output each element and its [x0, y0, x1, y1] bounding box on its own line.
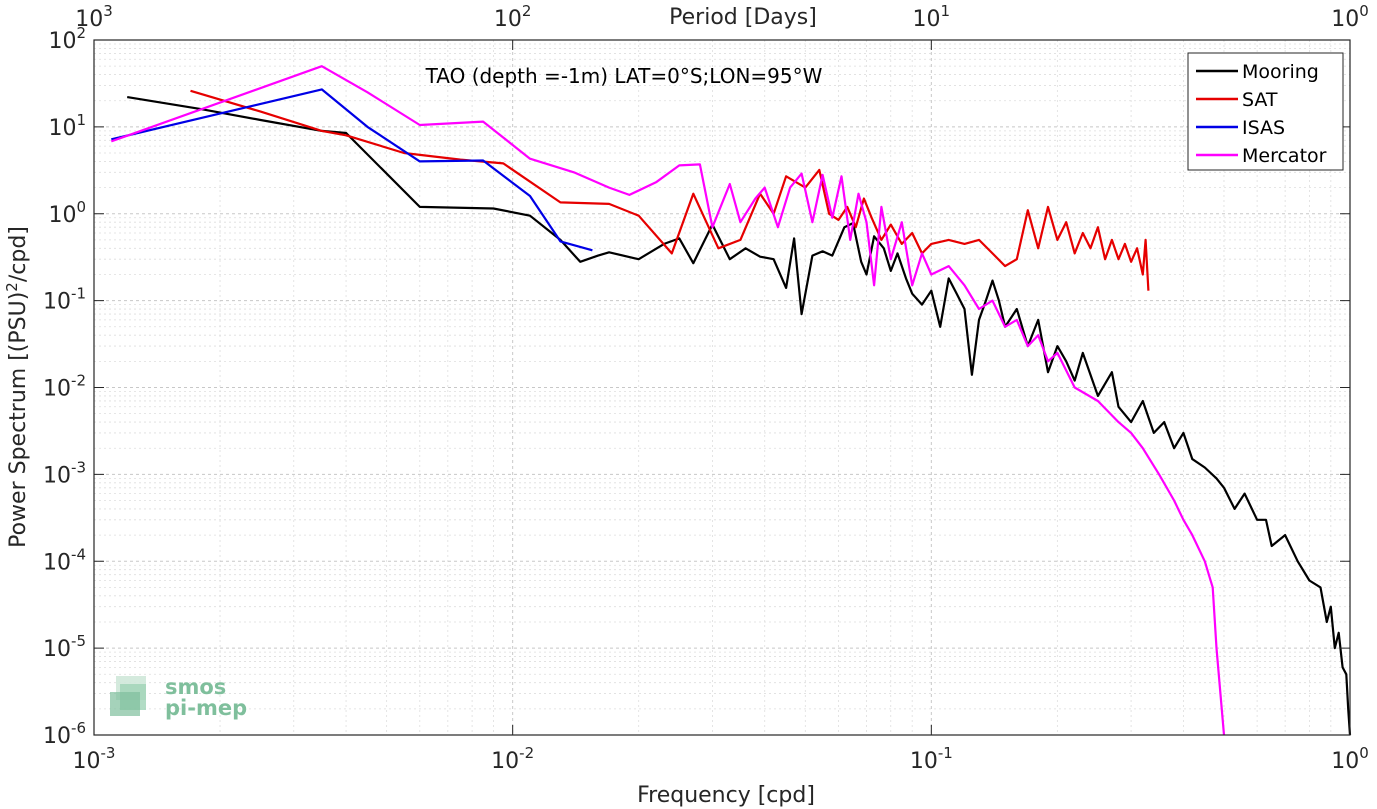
logo-line-2: pi-mep [165, 696, 247, 720]
y-tick-label: 100 [48, 198, 86, 228]
y-tick-label: 10-4 [43, 545, 86, 575]
y-axis-title: Power Spectrum [(PSU)2/cpd] [3, 226, 31, 548]
logo-line-1: smos [165, 675, 226, 699]
legend-label-mooring: Mooring [1242, 61, 1319, 83]
top-axis-title: Period [Days] [669, 5, 817, 30]
x-tick-label: 100 [1331, 744, 1369, 774]
series-layer [110, 65, 1352, 736]
series-line-mooring [127, 96, 1352, 736]
series-line-sat [190, 89, 1150, 291]
legend-label-mercator: Mercator [1242, 145, 1327, 167]
y-tick-label: 10-2 [43, 372, 86, 402]
y-tick-label: 102 [48, 24, 86, 54]
x-tick-label: 10-3 [73, 744, 116, 774]
minor-grid [94, 40, 1350, 735]
series-line-isas [111, 88, 593, 252]
y-tick-label: 10-1 [43, 285, 86, 315]
legend-label-isas: ISAS [1242, 117, 1285, 139]
y-tick-label: 101 [48, 111, 86, 141]
series-line-mercator [110, 65, 1226, 736]
top-tick-label: 101 [913, 2, 951, 32]
y-tick-label: 10-6 [43, 719, 86, 749]
chart-title: TAO (depth =-1m) LAT=0°S;LON=95°W [425, 64, 823, 88]
y-tick-label: 10-3 [43, 458, 86, 488]
logo-shape-3 [110, 692, 140, 716]
legend-box [1187, 52, 1344, 171]
y-tick-label: 10-5 [43, 632, 86, 662]
x-tick-label: 10-2 [491, 744, 534, 774]
x-axis-title: Frequency [cpd] [637, 783, 815, 808]
x-tick-label: 10-1 [910, 744, 953, 774]
legend-items: Mooring SAT ISAS Mercator [1196, 61, 1327, 167]
top-tick-label: 100 [1331, 2, 1369, 32]
tick-marks [93, 39, 1351, 736]
legend: Mooring SAT ISAS Mercator [1187, 52, 1344, 171]
legend-label-sat: SAT [1242, 89, 1278, 111]
smos-logo: smos pi-mep [110, 675, 247, 720]
top-tick-label: 102 [494, 2, 532, 32]
top-tick-label: 103 [75, 2, 113, 32]
